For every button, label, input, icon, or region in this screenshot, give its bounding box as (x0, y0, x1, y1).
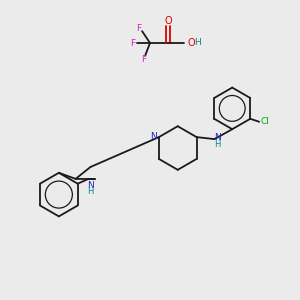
Text: F: F (130, 38, 136, 47)
Text: H: H (214, 140, 220, 148)
Text: O: O (164, 16, 172, 26)
Text: N: N (214, 133, 221, 142)
Text: N: N (151, 132, 157, 141)
Text: N: N (87, 182, 94, 190)
Text: O: O (188, 38, 195, 48)
Text: H: H (195, 38, 201, 46)
Text: H: H (87, 188, 93, 196)
Text: F: F (136, 24, 142, 33)
Text: Cl: Cl (261, 117, 269, 126)
Text: F: F (142, 55, 147, 64)
